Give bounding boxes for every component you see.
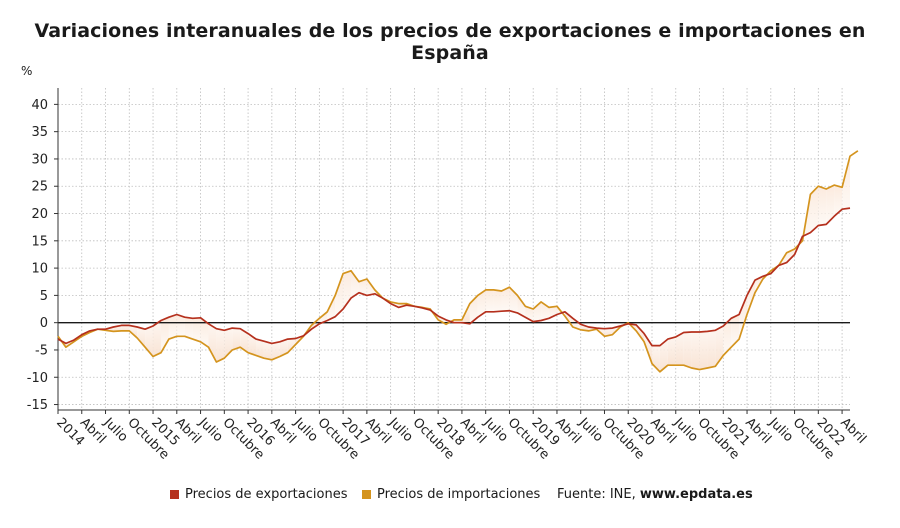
legend-item-exports: Precios de exportaciones (170, 487, 347, 502)
legend-swatch-exports (170, 490, 179, 499)
area-between-series (232, 328, 241, 350)
area-between-series (263, 341, 272, 360)
area-between-series (168, 314, 177, 340)
source-prefix: Fuente: INE, (557, 487, 640, 502)
y-tick-label: 25 (31, 180, 48, 195)
source-note: Fuente: INE, www.epdata.es (557, 487, 753, 502)
x-tick-label: Julio (670, 415, 701, 446)
x-tick-label: Julio (290, 415, 321, 446)
x-tick-label: Julio (100, 415, 131, 446)
area-between-series (160, 317, 169, 353)
legend-label-imports: Precios de importaciones (377, 487, 541, 502)
area-between-series (240, 328, 249, 353)
area-between-series (121, 325, 130, 331)
area-between-series (715, 325, 724, 367)
area-between-series (208, 323, 217, 362)
area-between-series (533, 301, 542, 322)
area-between-series (493, 289, 502, 312)
y-tick-label: 30 (31, 152, 48, 167)
area-between-series (501, 287, 510, 312)
y-tick-label: -15 (27, 398, 48, 413)
area-between-series (683, 331, 692, 368)
area-between-series (248, 333, 256, 356)
area-between-series (826, 185, 835, 225)
area-between-series (699, 331, 708, 370)
area-between-series (351, 270, 359, 299)
area-between-series (810, 186, 819, 233)
area-between-series (335, 273, 344, 317)
area-between-series (327, 295, 336, 321)
x-tick-label: Julio (195, 415, 226, 446)
area-between-series (192, 317, 201, 342)
area-between-series (675, 332, 684, 366)
y-tick-label: 0 (40, 316, 48, 331)
area-between-series (256, 339, 264, 359)
legend-item-imports: Precios de importaciones (362, 487, 540, 502)
series-line-imports (57, 150, 859, 373)
chart-title: Variaciones interanuales de los precios … (34, 20, 866, 64)
area-between-series (723, 318, 732, 356)
x-tick-label: Julio (765, 415, 796, 446)
area-between-series (271, 341, 280, 360)
area-between-series (153, 320, 161, 357)
area-between-series (691, 331, 700, 370)
area-between-series (200, 317, 209, 348)
area-between-series (842, 156, 850, 210)
area-between-series (224, 328, 233, 359)
area-between-series (137, 327, 146, 348)
area-between-series (485, 289, 494, 312)
area-between-series (176, 314, 185, 337)
y-tick-label: -10 (27, 371, 48, 386)
area-between-series (358, 279, 367, 296)
area-between-series (287, 338, 296, 353)
area-between-series (707, 330, 716, 368)
y-tick-label: 15 (31, 234, 48, 249)
y-tick-label: -5 (35, 343, 48, 358)
y-axis-unit-label: % (21, 64, 33, 78)
area-between-series (818, 186, 827, 226)
series-line-exports (57, 207, 851, 347)
x-tick-label: Julio (385, 415, 416, 446)
area-between-series (659, 339, 668, 372)
x-tick-label: Julio (575, 415, 606, 446)
area-between-series (636, 324, 645, 342)
area-between-series (279, 339, 288, 357)
y-tick-label: 5 (40, 289, 48, 304)
y-tick-label: 10 (31, 262, 48, 277)
y-tick-label: 40 (31, 98, 48, 113)
area-between-series (739, 295, 748, 340)
area-between-series (184, 317, 193, 340)
area-between-series (216, 328, 225, 362)
area-between-series (667, 336, 676, 366)
area-between-series (129, 325, 138, 338)
y-tick-label: 35 (31, 125, 48, 140)
legend-label-exports: Precios de exportaciones (185, 487, 348, 502)
area-between-series (517, 295, 526, 318)
source-site: www.epdata.es (639, 487, 753, 502)
area-between-series (477, 289, 486, 318)
area-between-series (834, 185, 843, 217)
legend-swatch-imports (362, 490, 371, 499)
area-between-series (747, 280, 755, 315)
y-tick-label: 20 (31, 207, 48, 222)
x-tick-label: Julio (480, 415, 511, 446)
